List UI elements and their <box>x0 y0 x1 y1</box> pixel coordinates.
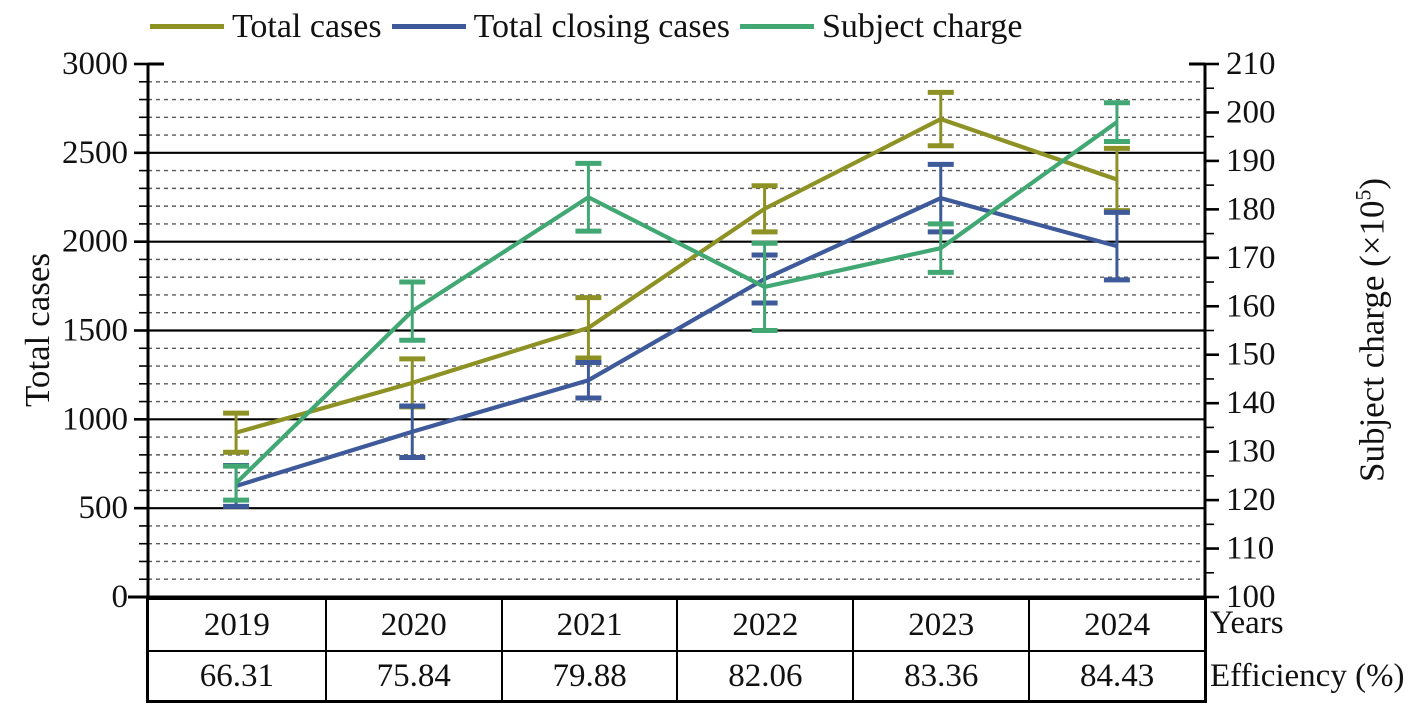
efficiency-cell-2023: 83.36 <box>852 650 1029 700</box>
legend-item-total-closing-cases: Total closing cases <box>391 8 730 45</box>
left-axis-title-text: Total cases <box>18 252 57 408</box>
legend: Total cases Total closing cases Subject ch… <box>150 8 1032 45</box>
right-tick-label: 110 <box>1226 531 1274 567</box>
legend-label-subject-charge: Subject charge <box>821 8 1023 45</box>
legend-item-total-cases: Total cases <box>150 8 382 45</box>
series-line-total-cases <box>235 116 1118 435</box>
left-axis-title: Total cases <box>18 253 58 407</box>
year-cell-2019: 2019 <box>203 606 270 643</box>
right-tick-label: 140 <box>1226 385 1276 421</box>
left-tick-label: 2500 <box>62 135 128 171</box>
right-tick-label: 120 <box>1226 482 1276 518</box>
series-total-cases <box>223 89 1130 455</box>
legend-swatch-total-closing-cases <box>391 24 466 30</box>
series-line-total-closing-cases <box>235 195 1118 488</box>
efficiency-cell-2022: 82.06 <box>676 650 853 700</box>
legend-swatch-total-cases <box>150 24 224 30</box>
year-cell-2021: 2021 <box>500 600 677 650</box>
right-tick-label: 160 <box>1226 288 1276 324</box>
left-tick-label: 1000 <box>62 401 128 437</box>
left-tick-label: 500 <box>79 490 129 526</box>
right-tick-label: 180 <box>1226 191 1276 227</box>
year-cell-2023: 2023 <box>852 600 1028 650</box>
left-tick-label: 3000 <box>62 46 128 82</box>
right-tick-label: 200 <box>1226 94 1276 130</box>
right-tick-label: 150 <box>1226 337 1276 373</box>
year-cell-2024: 2024 <box>1028 600 1204 650</box>
year-cell-2020: 2020 <box>324 600 501 650</box>
efficiency-cell-2021: 79.88 <box>500 650 677 700</box>
right-axis-title-text: Subject charge (×10 <box>1352 200 1392 483</box>
efficiency-row-label: Efficiency (%) <box>1210 658 1405 694</box>
right-axis-title: Subject charge (×105) <box>1352 178 1393 482</box>
x-axis-table: 2019 2020 2021 2022 2023 2024 66.31 75.84 79.88 8… <box>146 597 1207 703</box>
year-cell-2022: 2022 <box>676 600 852 650</box>
efficiency-cell-2024: 84.43 <box>1028 650 1204 700</box>
left-tick-label: 0 <box>112 579 129 615</box>
right-tick-label: 190 <box>1226 143 1276 179</box>
legend-swatch-subject-charge <box>739 24 814 30</box>
right-tick-label: 100 <box>1226 579 1276 615</box>
right-axis-title-exponent: 5 <box>1351 189 1376 201</box>
minor-gridlines <box>148 81 1205 580</box>
right-axis-ticks: 100 110 120 130 140 150 160 170 180 190 200 210 <box>1205 46 1276 615</box>
legend-item-subject-charge: Subject charge <box>739 8 1023 45</box>
left-axis-ticks: 0 500 1000 1500 2000 2500 3000 <box>62 46 148 615</box>
legend-label-total-closing-cases: Total closing cases <box>473 8 730 45</box>
efficiency-cell-2020: 75.84 <box>324 650 501 700</box>
right-tick-label: 170 <box>1226 240 1276 276</box>
series-subject-charge <box>223 100 1130 503</box>
legend-label-total-cases: Total cases <box>232 8 382 45</box>
efficiency-cell-2019: 66.31 <box>149 650 325 700</box>
right-tick-label: 210 <box>1226 46 1276 82</box>
left-tick-label: 1500 <box>62 313 128 349</box>
right-tick-label: 130 <box>1226 434 1276 470</box>
right-axis-title-close: ) <box>1352 177 1392 190</box>
years-row-label: Years <box>1210 605 1284 641</box>
series-line-subject-charge <box>234 120 1119 485</box>
left-tick-label: 2000 <box>62 224 128 260</box>
